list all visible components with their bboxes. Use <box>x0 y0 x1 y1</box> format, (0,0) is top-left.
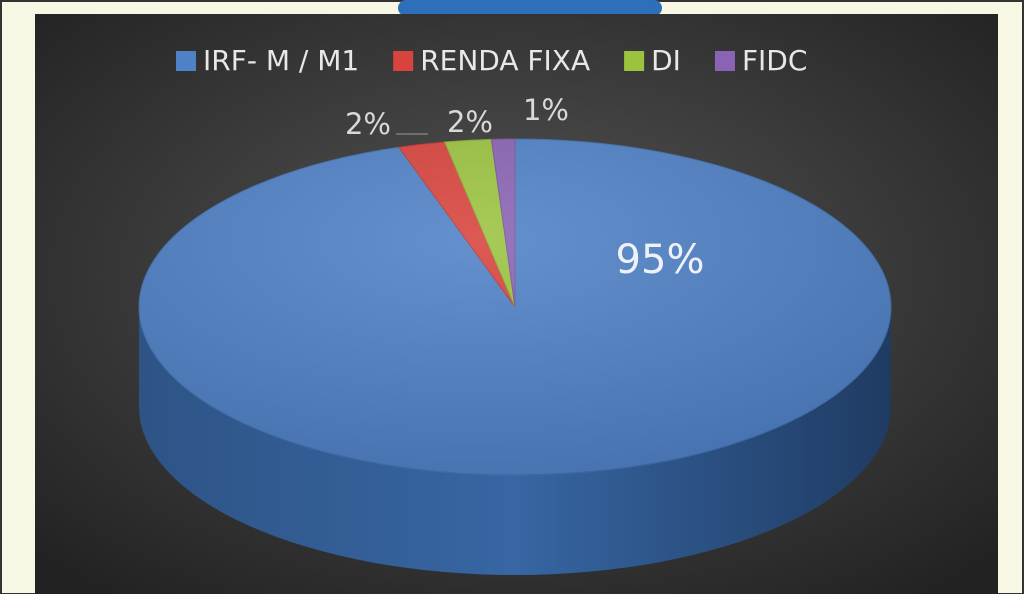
slice-side <box>139 307 891 575</box>
data-label: 1% <box>523 93 569 127</box>
tab <box>398 0 662 16</box>
legend-label: RENDA FIXA <box>420 44 590 77</box>
legend-label: FIDC <box>742 44 807 77</box>
legend: IRF- M / M1 RENDA FIXA DI FIDC <box>176 44 807 77</box>
pie <box>138 138 892 575</box>
labels: 95% 2% 2% 1% <box>345 93 704 283</box>
data-label: 2% <box>345 107 391 141</box>
legend-label: IRF- M / M1 <box>203 44 359 77</box>
legend-label: DI <box>651 44 681 77</box>
legend-swatch <box>176 51 196 71</box>
data-label: 2% <box>447 105 493 139</box>
legend-swatch <box>393 51 414 71</box>
legend-swatch <box>624 51 645 71</box>
legend-swatch <box>714 51 735 71</box>
data-label: 95% <box>616 237 705 283</box>
